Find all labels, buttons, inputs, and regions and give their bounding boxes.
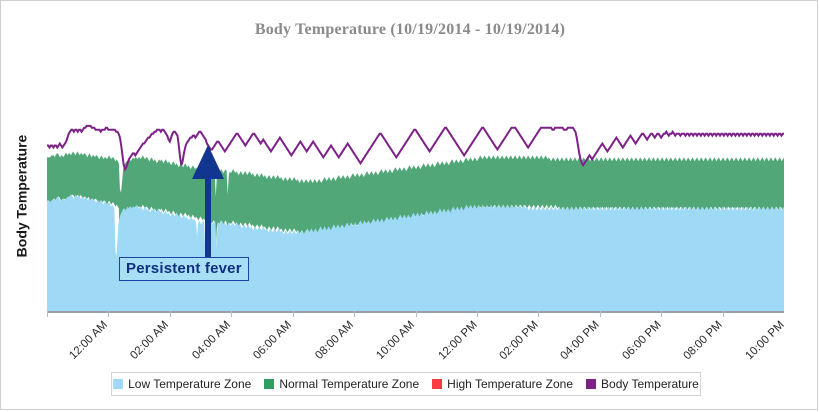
legend-item[interactable]: Low Temperature Zone — [113, 377, 251, 391]
body-temperature-series — [47, 124, 784, 172]
x-axis-tick-label: 08:00 AM — [312, 319, 356, 362]
x-axis-tick-label: 10:00 AM — [374, 319, 418, 362]
x-axis-tick-label: 02:00 AM — [128, 319, 172, 362]
x-axis-tick-mark — [722, 311, 724, 317]
legend-label: High Temperature Zone — [447, 377, 574, 391]
chart-legend: Low Temperature Zone Normal Temperature Z… — [111, 372, 701, 396]
x-axis-tick-label: 12:00 AM — [67, 319, 111, 362]
low-zone-area — [47, 194, 784, 311]
annotation-arrow-icon — [192, 145, 224, 257]
legend-swatch-icon — [264, 379, 275, 389]
x-axis-tick-mark — [169, 311, 171, 317]
x-axis-tick-label: 02:00 PM — [497, 319, 541, 363]
x-axis-tick-label: 04:00 PM — [558, 319, 603, 363]
x-axis-tick-mark — [661, 311, 663, 317]
legend-label: Body Temperature — [601, 377, 699, 391]
x-axis-tick-label: 06:00 PM — [620, 319, 664, 363]
chart-svg — [47, 124, 784, 311]
annotation-persistent-fever: Persistent fever — [119, 257, 249, 281]
x-axis-tick-mark — [292, 311, 294, 317]
x-axis-tick-label: 08:00 PM — [681, 319, 725, 363]
x-axis-tick-mark — [599, 311, 601, 317]
legend-item[interactable]: Normal Temperature Zone — [264, 377, 419, 391]
legend-item[interactable]: High Temperature Zone — [432, 377, 573, 391]
legend-swatch-icon — [586, 379, 597, 389]
legend-item[interactable]: Body Temperature — [586, 377, 699, 391]
x-axis-tick-mark — [47, 311, 48, 317]
plot-area — [47, 114, 784, 311]
x-axis-tick-mark — [231, 311, 233, 317]
x-axis-tick-mark — [476, 311, 478, 317]
y-axis-title-label: Body Temperature — [13, 134, 30, 258]
legend-swatch-icon — [432, 379, 443, 389]
x-axis-tick-label: 10:00 PM — [743, 319, 787, 363]
legend-label: Normal Temperature Zone — [279, 377, 420, 391]
area-normal-zone — [47, 151, 784, 256]
x-axis-tick-mark — [354, 311, 356, 317]
x-axis-tick-label: 06:00 AM — [251, 319, 295, 362]
legend-swatch-icon — [113, 379, 124, 389]
area-low-zone — [47, 194, 784, 311]
legend-label: Low Temperature Zone — [128, 377, 252, 391]
x-axis-tick-mark — [538, 311, 540, 317]
x-axis-tick-label: 12:00 PM — [435, 319, 480, 363]
x-axis-tick-mark — [415, 311, 417, 317]
normal-zone-area — [47, 151, 784, 256]
y-axis-title: Body Temperature — [7, 111, 35, 281]
x-axis-tick-mark — [108, 311, 110, 317]
body-temperature-line — [47, 124, 784, 172]
x-axis-tick-label: 04:00 AM — [190, 319, 233, 362]
page-title: Body Temperature (10/19/2014 - 10/19/201… — [254, 21, 566, 38]
